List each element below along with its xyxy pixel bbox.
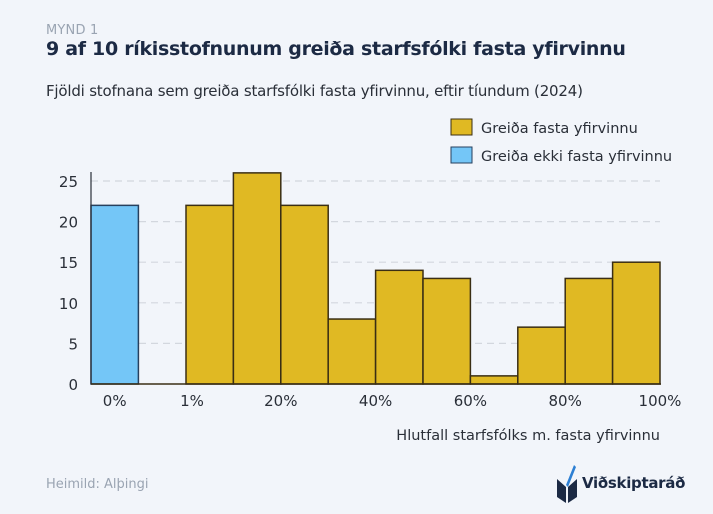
x-tick-label: 0% [103, 392, 127, 410]
y-tick-label: 25 [59, 173, 78, 191]
x-tick-labels: 0% 1% 20% 40% 60% 80% 100% [103, 392, 682, 410]
y-tick-labels: 0 5 10 15 20 25 [59, 173, 78, 394]
legend-swatch-no-pay [450, 146, 473, 164]
x-tick-label: 40% [359, 392, 392, 410]
y-tick-label: 5 [68, 335, 78, 353]
logo-text: Viðskiptaráð [582, 474, 686, 492]
bars [90, 172, 661, 385]
legend-label-pay: Greiða fasta yfirvinnu [481, 121, 638, 137]
bar-20-30% [280, 204, 329, 385]
bar-1-10% [185, 204, 235, 385]
chart-title: 9 af 10 ríkisstofnunum greiða starfsfólk… [46, 38, 626, 60]
y-tick-label: 15 [59, 254, 78, 272]
chart-subtitle: Fjöldi stofnana sem greiða starfsfólki f… [46, 82, 583, 100]
bar-90-100% [611, 261, 661, 385]
source-note: Heimild: Alþingi [46, 477, 149, 492]
x-tick-label: 20% [264, 392, 297, 410]
bar-30-40% [327, 318, 377, 385]
bar-70-80% [517, 326, 566, 385]
legend-swatch-pay [450, 118, 473, 136]
brand-logo: Viðskiptaráð [556, 463, 685, 503]
y-tick-label: 0 [68, 376, 78, 394]
x-tick-label: 60% [454, 392, 487, 410]
x-tick-label: 100% [639, 392, 682, 410]
bar-60-70% [469, 375, 519, 385]
legend-label-no-pay: Greiða ekki fasta yfirvinnu [481, 149, 672, 165]
legend: Greiða fasta yfirvinnu Greiða ekki fasta… [450, 118, 672, 165]
bar-zero-bin [90, 204, 140, 385]
vidskiptarad-logo-icon [557, 465, 577, 503]
figure-kicker: MYND 1 [46, 23, 99, 38]
x-axis-label: Hlutfall starfsfólks m. fasta yfirvinnu [396, 428, 660, 444]
x-tick-label: 1% [180, 392, 204, 410]
y-tick-label: 10 [59, 295, 78, 313]
bar-80-90% [564, 277, 614, 385]
y-tick-label: 20 [59, 214, 78, 232]
bar-40-50% [374, 269, 424, 385]
axes [90, 172, 661, 385]
bar-50-60% [422, 277, 472, 385]
x-tick-label: 80% [549, 392, 582, 410]
bar-10-20% [232, 172, 282, 385]
